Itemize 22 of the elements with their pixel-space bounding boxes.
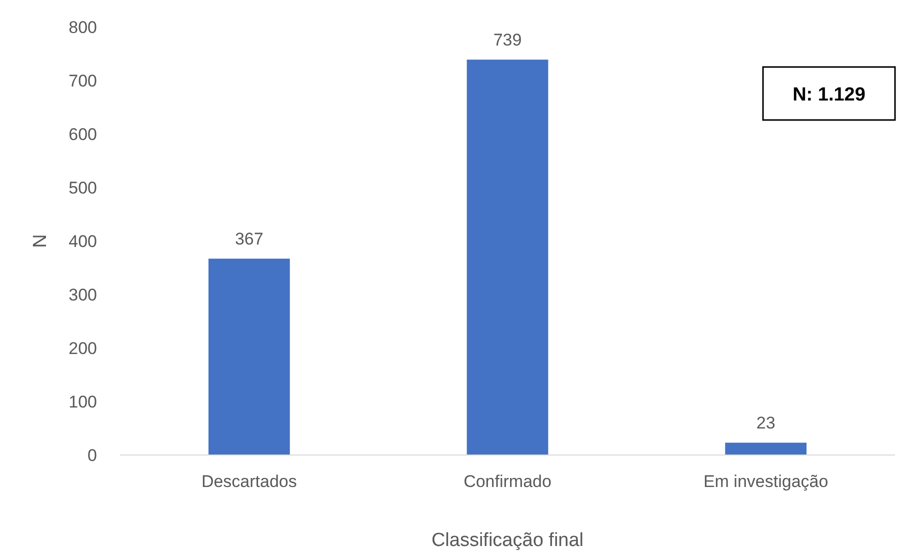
y-tick-label: 0	[88, 446, 97, 465]
annotation: N: 1.129	[792, 84, 866, 106]
x-tick-label: Confirmado	[464, 472, 552, 491]
x-axis-title: Classificação final	[431, 530, 584, 551]
y-tick-label: 300	[68, 285, 97, 304]
y-tick-label: 500	[68, 178, 97, 198]
data-label: 367	[234, 230, 264, 249]
x-tick-label: Descartados	[201, 472, 297, 491]
y-tick-label: 800	[68, 18, 97, 37]
y-tick-label: 600	[68, 124, 97, 144]
y-tick-label: 100	[68, 392, 97, 412]
y-axis-title: N	[30, 234, 51, 248]
y-tick-label: 400	[68, 232, 97, 251]
bar	[208, 258, 290, 455]
x-tick-label: Em investigação	[703, 472, 828, 491]
bar	[725, 442, 807, 455]
y-tick-label: 200	[68, 338, 97, 358]
text-box: N: 1.129	[762, 66, 896, 121]
bar	[466, 60, 548, 455]
y-tick-label: 700	[68, 71, 97, 90]
data-label: 23	[756, 414, 776, 433]
data-label: 739	[493, 30, 522, 50]
